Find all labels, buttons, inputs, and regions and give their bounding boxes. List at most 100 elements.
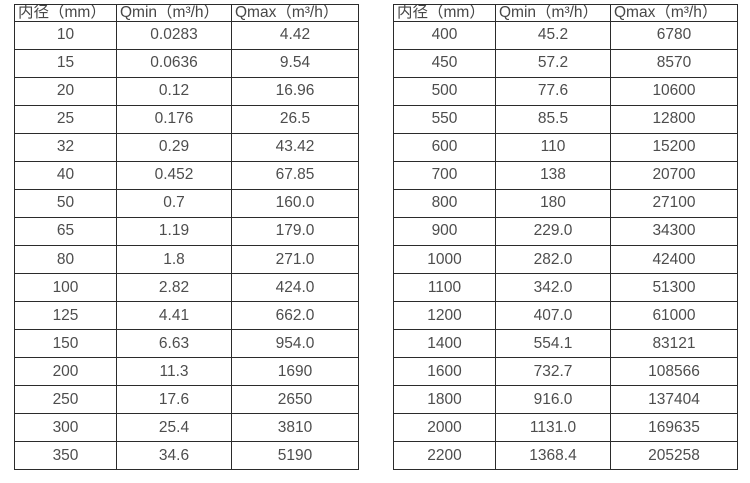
- table-cell: 300: [14, 412, 117, 442]
- table-cell: 32: [14, 132, 117, 162]
- table-cell: 4.41: [116, 300, 232, 330]
- table-cell: 12800: [610, 104, 738, 134]
- table-cell: 550: [393, 104, 496, 134]
- table-cell: 342.0: [495, 272, 611, 302]
- table-row: 1100 342.0 51300: [393, 272, 738, 302]
- table-cell: 450: [393, 48, 496, 78]
- table-cell: 125: [14, 300, 117, 330]
- table-cell: 108566: [610, 356, 738, 386]
- table-cell: 110: [495, 132, 611, 162]
- table-cell: 15200: [610, 132, 738, 162]
- table-body: 400 45.2 6780 450 57.2 8570 500 77.6 10600 550 85.…: [393, 20, 738, 471]
- table-cell: 2650: [231, 384, 359, 414]
- table-cell: 6780: [610, 20, 738, 50]
- table-cell: 407.0: [495, 300, 611, 330]
- table-cell: 40: [14, 160, 117, 190]
- table-cell: 25: [14, 104, 117, 134]
- table-row: 350 34.6 5190: [14, 440, 359, 471]
- table-row: 2200 1368.4 205258: [393, 440, 738, 471]
- table-cell: 77.6: [495, 76, 611, 106]
- table-cell: 0.7: [116, 188, 232, 218]
- table-row: 700 138 20700: [393, 160, 738, 190]
- column-header-diameter: 内径（mm）: [393, 4, 496, 22]
- table-body: 10 0.0283 4.42 15 0.0636 9.54 20 0.12 16.96 25 0.1…: [14, 20, 359, 471]
- table-header-row: 内径（mm） Qmin（m³/h） Qmax（m³/h）: [14, 4, 359, 22]
- table-cell: 400: [393, 20, 496, 50]
- table-cell: 6.63: [116, 328, 232, 358]
- table-cell: 954.0: [231, 328, 359, 358]
- table-cell: 51300: [610, 272, 738, 302]
- table-cell: 15: [14, 48, 117, 78]
- table-row: 40 0.452 67.85: [14, 160, 359, 190]
- table-row: 150 6.63 954.0: [14, 328, 359, 358]
- table-cell: 1200: [393, 300, 496, 330]
- table-cell: 205258: [610, 440, 738, 471]
- table-row: 450 57.2 8570: [393, 48, 738, 78]
- table-cell: 0.176: [116, 104, 232, 134]
- table-cell: 57.2: [495, 48, 611, 78]
- table-cell: 17.6: [116, 384, 232, 414]
- table-cell: 20: [14, 76, 117, 106]
- table-row: 250 17.6 2650: [14, 384, 359, 414]
- table-cell: 65: [14, 216, 117, 246]
- table-row: 15 0.0636 9.54: [14, 48, 359, 78]
- table-cell: 83121: [610, 328, 738, 358]
- column-header-diameter: 内径（mm）: [14, 4, 117, 22]
- table-cell: 10600: [610, 76, 738, 106]
- table-cell: 1800: [393, 384, 496, 414]
- table-row: 10 0.0283 4.42: [14, 20, 359, 50]
- table-cell: 61000: [610, 300, 738, 330]
- table-cell: 85.5: [495, 104, 611, 134]
- table-cell: 1400: [393, 328, 496, 358]
- table-row: 20 0.12 16.96: [14, 76, 359, 106]
- table-row: 900 229.0 34300: [393, 216, 738, 246]
- table-cell: 600: [393, 132, 496, 162]
- table-cell: 1690: [231, 356, 359, 386]
- table-cell: 229.0: [495, 216, 611, 246]
- flow-rate-table-right: 内径（mm） Qmin（m³/h） Qmax（m³/h） 400 45.2 6780…: [393, 4, 738, 471]
- table-cell: 732.7: [495, 356, 611, 386]
- table-cell: 43.42: [231, 132, 359, 162]
- table-cell: 169635: [610, 412, 738, 442]
- table-cell: 20700: [610, 160, 738, 190]
- table-cell: 700: [393, 160, 496, 190]
- table-cell: 10: [14, 20, 117, 50]
- table-cell: 200: [14, 356, 117, 386]
- table-cell: 137404: [610, 384, 738, 414]
- table-cell: 180: [495, 188, 611, 218]
- table-cell: 350: [14, 440, 117, 471]
- table-cell: 2.82: [116, 272, 232, 302]
- table-cell: 4.42: [231, 20, 359, 50]
- table-row: 1800 916.0 137404: [393, 384, 738, 414]
- table-cell: 1100: [393, 272, 496, 302]
- table-cell: 11.3: [116, 356, 232, 386]
- flow-rate-table-left: 内径（mm） Qmin（m³/h） Qmax（m³/h） 10 0.0283 4.4…: [14, 4, 359, 471]
- table-row: 32 0.29 43.42: [14, 132, 359, 162]
- table-row: 50 0.7 160.0: [14, 188, 359, 218]
- table-row: 550 85.5 12800: [393, 104, 738, 134]
- table-cell: 1368.4: [495, 440, 611, 471]
- table-cell: 27100: [610, 188, 738, 218]
- table-cell: 9.54: [231, 48, 359, 78]
- table-cell: 0.452: [116, 160, 232, 190]
- table-header-row: 内径（mm） Qmin（m³/h） Qmax（m³/h）: [393, 4, 738, 22]
- table-cell: 16.96: [231, 76, 359, 106]
- table-cell: 500: [393, 76, 496, 106]
- table-cell: 67.85: [231, 160, 359, 190]
- table-row: 1000 282.0 42400: [393, 244, 738, 274]
- table-cell: 3810: [231, 412, 359, 442]
- table-cell: 0.0283: [116, 20, 232, 50]
- table-cell: 25.4: [116, 412, 232, 442]
- column-header-qmin: Qmin（m³/h）: [116, 4, 232, 22]
- table-row: 80 1.8 271.0: [14, 244, 359, 274]
- table-cell: 0.12: [116, 76, 232, 106]
- table-row: 400 45.2 6780: [393, 20, 738, 50]
- table-cell: 45.2: [495, 20, 611, 50]
- table-cell: 5190: [231, 440, 359, 471]
- table-cell: 150: [14, 328, 117, 358]
- table-row: 1200 407.0 61000: [393, 300, 738, 330]
- table-cell: 42400: [610, 244, 738, 274]
- table-cell: 1.19: [116, 216, 232, 246]
- table-row: 2000 1131.0 169635: [393, 412, 738, 442]
- table-cell: 0.29: [116, 132, 232, 162]
